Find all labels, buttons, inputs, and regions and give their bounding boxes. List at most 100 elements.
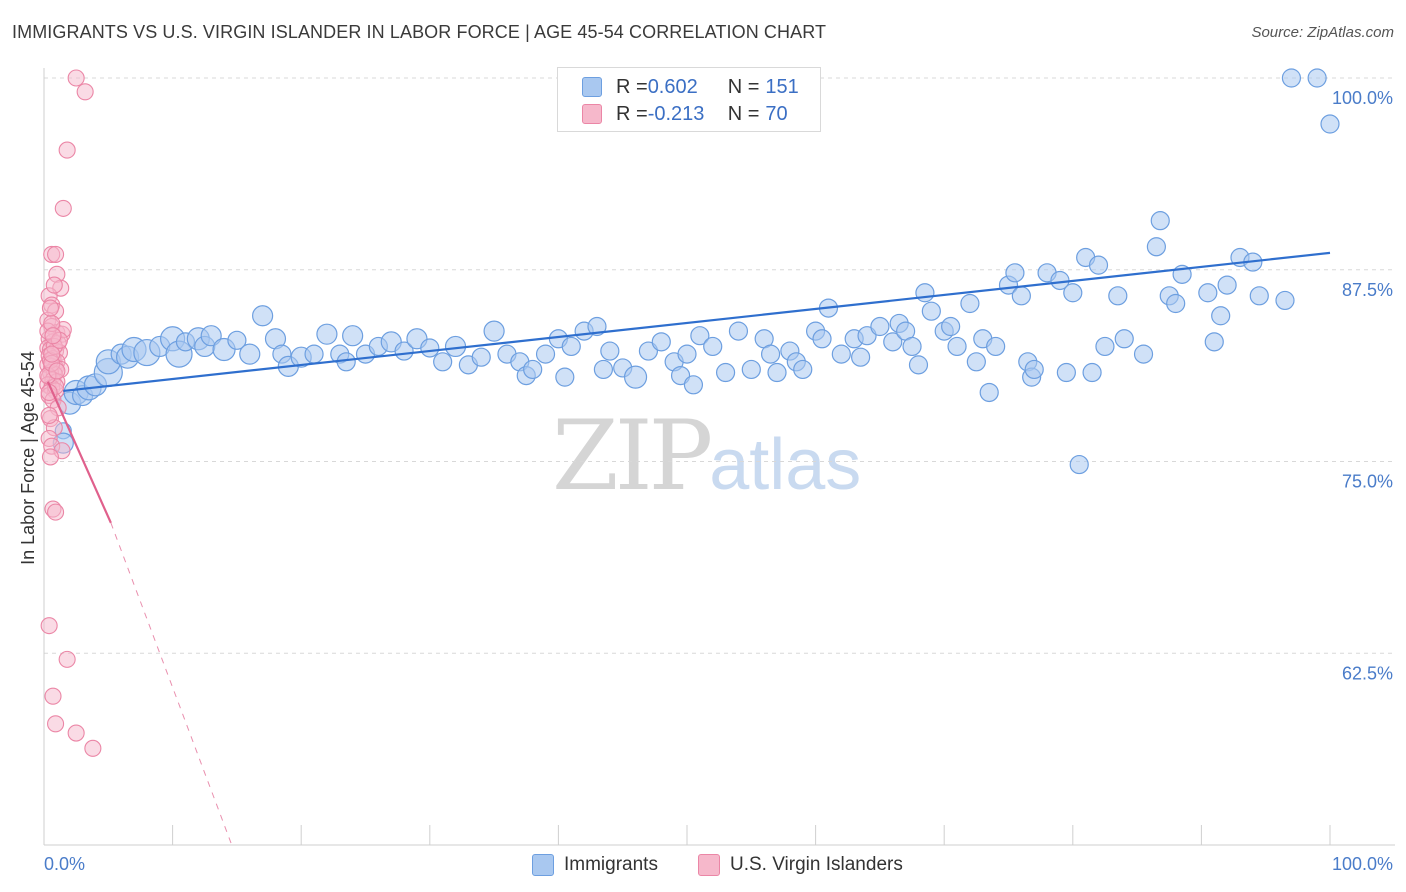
immigrants-point [535, 344, 556, 364]
immigrants-point [1108, 286, 1128, 306]
immigrants-point [227, 330, 247, 350]
bottom-legend-label: U.S. Virgin Islanders [730, 854, 903, 875]
legend-n-label: N = [727, 75, 760, 98]
immigrants-point [1204, 332, 1224, 352]
virgin-islanders-point [41, 299, 59, 317]
legend-row-virgin-islanders: R = -0.213 N = 70 [582, 101, 788, 127]
immigrants-point [728, 321, 749, 341]
immigrants-point [252, 305, 274, 327]
immigrants-points [52, 68, 1340, 475]
immigrants-point [1088, 255, 1109, 275]
immigrants-point [703, 336, 723, 357]
immigrants-point [651, 332, 671, 352]
immigrants-point [960, 293, 980, 314]
virgin-islanders-point [67, 69, 85, 87]
immigrants-point [1166, 293, 1186, 314]
immigrants-point [483, 320, 505, 342]
immigrants-point [200, 325, 222, 347]
immigrants-point [1281, 68, 1302, 88]
immigrants-trend-line [63, 251, 1331, 393]
virgin-islanders-point [48, 362, 66, 380]
virgin-islanders-point [76, 83, 94, 101]
chart-source: Source: ZipAtlas.com [1251, 24, 1394, 41]
virgin-islanders-point [40, 617, 58, 635]
immigrants-point [1217, 275, 1237, 295]
immigrants-point [1063, 283, 1083, 303]
immigrants-point [793, 359, 813, 380]
immigrants-point [715, 362, 736, 383]
immigrants-point [1133, 344, 1154, 364]
immigrants-point [600, 341, 620, 361]
virgin-islanders-point [45, 276, 63, 294]
virgin-islanders-point [54, 199, 72, 217]
axis-labels: 62.5% 75.0% 87.5% 100.0% 0.0% 100.0% In Labor … [18, 88, 1393, 874]
x-tick-label: 0.0% [44, 854, 85, 874]
immigrants-point [593, 359, 614, 380]
correlation-legend: R = 0.602 N = 151 R = -0.213 N = 70 [557, 67, 821, 132]
immigrants-point [1069, 454, 1089, 475]
virgin-islanders-point [47, 503, 65, 521]
immigrants-point [986, 336, 1006, 357]
immigrants-point [1005, 263, 1025, 283]
immigrants-point [304, 344, 324, 364]
virgin-islanders-point [47, 715, 65, 733]
bottom-legend-label: Immigrants [564, 854, 658, 875]
immigrants-point [342, 325, 364, 347]
immigrants-trendline [63, 251, 1331, 393]
immigrants-point [1146, 237, 1166, 257]
immigrants-point [561, 336, 581, 357]
immigrants-point [1320, 114, 1340, 134]
immigrants-point [870, 316, 890, 337]
immigrants-point [851, 347, 871, 367]
y-axis-label: In Labor Force | Age 45-54 [18, 351, 38, 565]
immigrants-point [316, 323, 338, 345]
watermark-atlas: atlas [709, 425, 862, 505]
immigrants-point [1150, 211, 1170, 231]
immigrants-point [941, 316, 961, 337]
bottom-legend-virgin-islanders: U.S. Virgin Islanders [698, 852, 903, 878]
immigrants-point [1095, 336, 1115, 357]
immigrants-point [1249, 286, 1269, 306]
immigrants-point [1024, 359, 1044, 380]
bottom-swatch-pink [698, 854, 720, 876]
immigrants-point [1211, 306, 1231, 326]
chart-title: IMMIGRANTS VS U.S. VIRGIN ISLANDER IN LA… [12, 22, 827, 42]
virgin-islanders-points [39, 69, 112, 757]
immigrants-point [1275, 290, 1295, 311]
legend-n-label: N = [727, 102, 760, 125]
immigrants-point [683, 375, 704, 395]
immigrants-point [394, 341, 414, 361]
immigrants-point [677, 344, 697, 364]
legend-row-immigrants: R = 0.602 N = 151 [582, 74, 799, 100]
y-tick-label: 75.0% [1342, 472, 1393, 492]
immigrants-point [1082, 362, 1102, 383]
y-tick-label: 62.5% [1342, 663, 1393, 683]
legend-r-value: -0.213 [647, 102, 705, 125]
immigrants-point [1307, 68, 1327, 88]
immigrants-point [902, 336, 922, 357]
immigrants-point [1114, 329, 1134, 349]
bottom-legend-immigrants: Immigrants [532, 852, 658, 878]
immigrants-point [587, 316, 607, 337]
virgin-islanders-point [44, 327, 62, 345]
immigrants-point [690, 326, 710, 346]
virgin-islanders-point [58, 141, 76, 159]
immigrants-point [915, 283, 935, 303]
immigrants-point [831, 344, 851, 364]
immigrants-point [741, 359, 761, 380]
immigrants-point [239, 343, 261, 365]
immigrants-point [908, 355, 929, 375]
virgin-islanders-point [41, 448, 59, 466]
virgin-islanders-point [47, 245, 65, 263]
bottom-swatch-blue [532, 854, 554, 876]
immigrants-point [979, 382, 999, 403]
legend-swatch-pink [582, 104, 602, 124]
immigrants-point [921, 301, 941, 321]
immigrants-point [433, 352, 453, 372]
immigrants-point [471, 347, 491, 367]
virgin-islanders-point [44, 687, 62, 705]
immigrants-point [420, 338, 440, 358]
immigrants-point [1198, 283, 1218, 303]
immigrants-point [555, 367, 575, 387]
